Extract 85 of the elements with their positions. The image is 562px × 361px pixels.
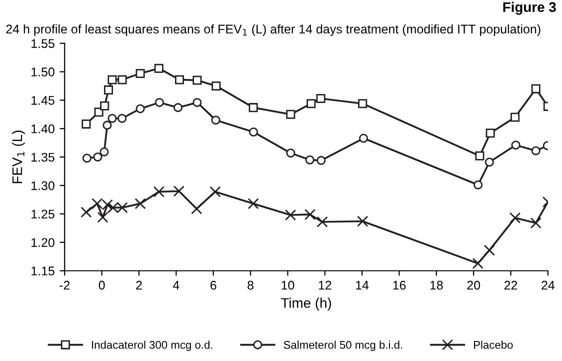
x-tick-label: 24 xyxy=(542,280,555,290)
point xyxy=(136,68,145,78)
point xyxy=(174,103,183,112)
y-tick-label: 1.30 xyxy=(32,181,54,190)
y-tick-label: 1.25 xyxy=(32,210,54,219)
point xyxy=(511,140,520,150)
caption: Figure 3 xyxy=(503,2,556,15)
point xyxy=(531,146,540,156)
x-tick-label: 20 xyxy=(467,280,480,290)
point xyxy=(530,217,542,229)
point xyxy=(102,120,112,130)
point xyxy=(82,154,92,163)
legend-label: Salmeterol 50 mcg b.i.d. xyxy=(284,340,402,351)
point xyxy=(316,156,326,165)
point xyxy=(108,75,117,84)
x-tick-label: 0 xyxy=(98,280,105,290)
x-axis-title: Time (h) xyxy=(281,298,332,311)
point xyxy=(316,94,326,103)
x-tick-label: -2 xyxy=(60,280,70,290)
point xyxy=(248,103,258,112)
point xyxy=(475,151,484,160)
point xyxy=(153,186,164,198)
point xyxy=(212,81,221,90)
point xyxy=(173,186,185,197)
point xyxy=(192,76,202,85)
legend-label: Placebo xyxy=(474,340,513,349)
point xyxy=(104,85,114,94)
point xyxy=(211,116,220,125)
point xyxy=(509,212,521,224)
point xyxy=(93,152,102,162)
x-tick-label: 22 xyxy=(504,280,518,290)
point xyxy=(286,110,296,119)
point xyxy=(316,216,328,228)
x-tick-label: 14 xyxy=(356,280,369,290)
point xyxy=(118,114,127,123)
point xyxy=(358,99,368,108)
y-tick-label: 1.20 xyxy=(32,238,54,247)
point xyxy=(100,101,110,110)
point xyxy=(100,147,109,156)
point xyxy=(357,216,368,227)
point xyxy=(210,186,221,198)
x-tick-label: 12 xyxy=(318,280,332,290)
x-tick-label: 8 xyxy=(248,280,254,290)
x-tick-label: 2 xyxy=(136,280,142,290)
point xyxy=(304,208,316,220)
y-axis-title: FEV$_{1}$ (L) xyxy=(12,130,25,184)
y-tick-label: 1.40 xyxy=(32,124,54,134)
y-tick-label: 1.55 xyxy=(32,39,54,48)
y-tick-label: 1.50 xyxy=(32,68,54,76)
point xyxy=(286,148,296,158)
point xyxy=(486,128,495,138)
point xyxy=(154,64,164,73)
point xyxy=(192,98,202,107)
y-tick-label: 1.15 xyxy=(32,266,54,276)
point xyxy=(97,212,108,223)
chart-subtitle: 24 h profile of least squares means of FEV$_{1}$ (L) after 14 days treatment (modified ITT population) xyxy=(6,24,540,36)
x-tick-label: 4 xyxy=(172,280,180,290)
point xyxy=(134,198,146,210)
x-tick-label: 6 xyxy=(210,280,216,290)
point xyxy=(474,180,483,190)
point xyxy=(248,128,258,137)
point xyxy=(510,112,520,122)
x-tick-label: 18 xyxy=(430,280,443,290)
legend-label: Indacaterol 300 mcg o.d. xyxy=(92,340,212,351)
y-tick-label: 1.35 xyxy=(32,152,54,162)
point xyxy=(284,209,296,221)
point xyxy=(484,244,495,256)
point xyxy=(191,203,202,214)
point xyxy=(531,84,540,94)
point xyxy=(108,114,117,123)
point xyxy=(305,155,314,164)
x-tick-label: 10 xyxy=(282,280,294,290)
point xyxy=(174,75,184,84)
point xyxy=(359,134,368,143)
point xyxy=(80,206,92,218)
x-tick-label: 16 xyxy=(393,280,406,290)
point xyxy=(82,120,91,129)
point xyxy=(306,99,316,108)
point xyxy=(118,75,127,84)
point xyxy=(154,98,164,107)
point xyxy=(136,104,145,114)
point xyxy=(248,198,259,210)
point xyxy=(472,258,484,269)
point xyxy=(484,158,494,167)
y-tick-label: 1.45 xyxy=(32,96,54,105)
